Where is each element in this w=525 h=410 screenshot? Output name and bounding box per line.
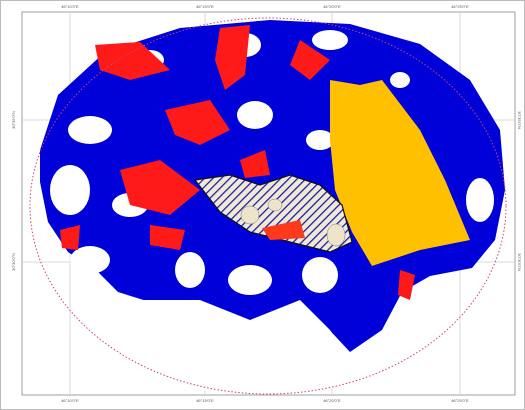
top-tick-label: 46°20'0"E: [323, 4, 341, 9]
bottom-tick-label: 46°20'0"E: [323, 398, 341, 403]
top-tick-label: 46°15'0"E: [196, 4, 214, 9]
top-tick-label: 46°10'0"E: [61, 4, 79, 9]
right-tick-label: 30°35'0"N: [517, 111, 522, 129]
bottom-tick-label: 46°25'0"E: [451, 398, 469, 403]
study-boundary: [29, 17, 507, 395]
right-tick-label: 30°30'0"N: [517, 253, 522, 271]
red-areas: [60, 25, 415, 300]
top-tick-label: 46°25'0"E: [451, 4, 469, 9]
hatched-area: [193, 174, 353, 253]
tick-labels: 46°10'0"E 46°15'0"E 46°20'0"E 46°25'0"E 46°1…: [11, 4, 522, 403]
bottom-tick-label: 46°15'0"E: [196, 398, 214, 403]
red-in-hatch: [262, 220, 305, 240]
left-tick-label: 30°35'0"N: [11, 111, 16, 129]
yellow-area: [330, 80, 470, 266]
hatched-gaps: [240, 198, 346, 247]
bottom-tick-label: 46°10'0"E: [61, 398, 79, 403]
left-tick-label: 30°30'0"N: [11, 253, 16, 271]
